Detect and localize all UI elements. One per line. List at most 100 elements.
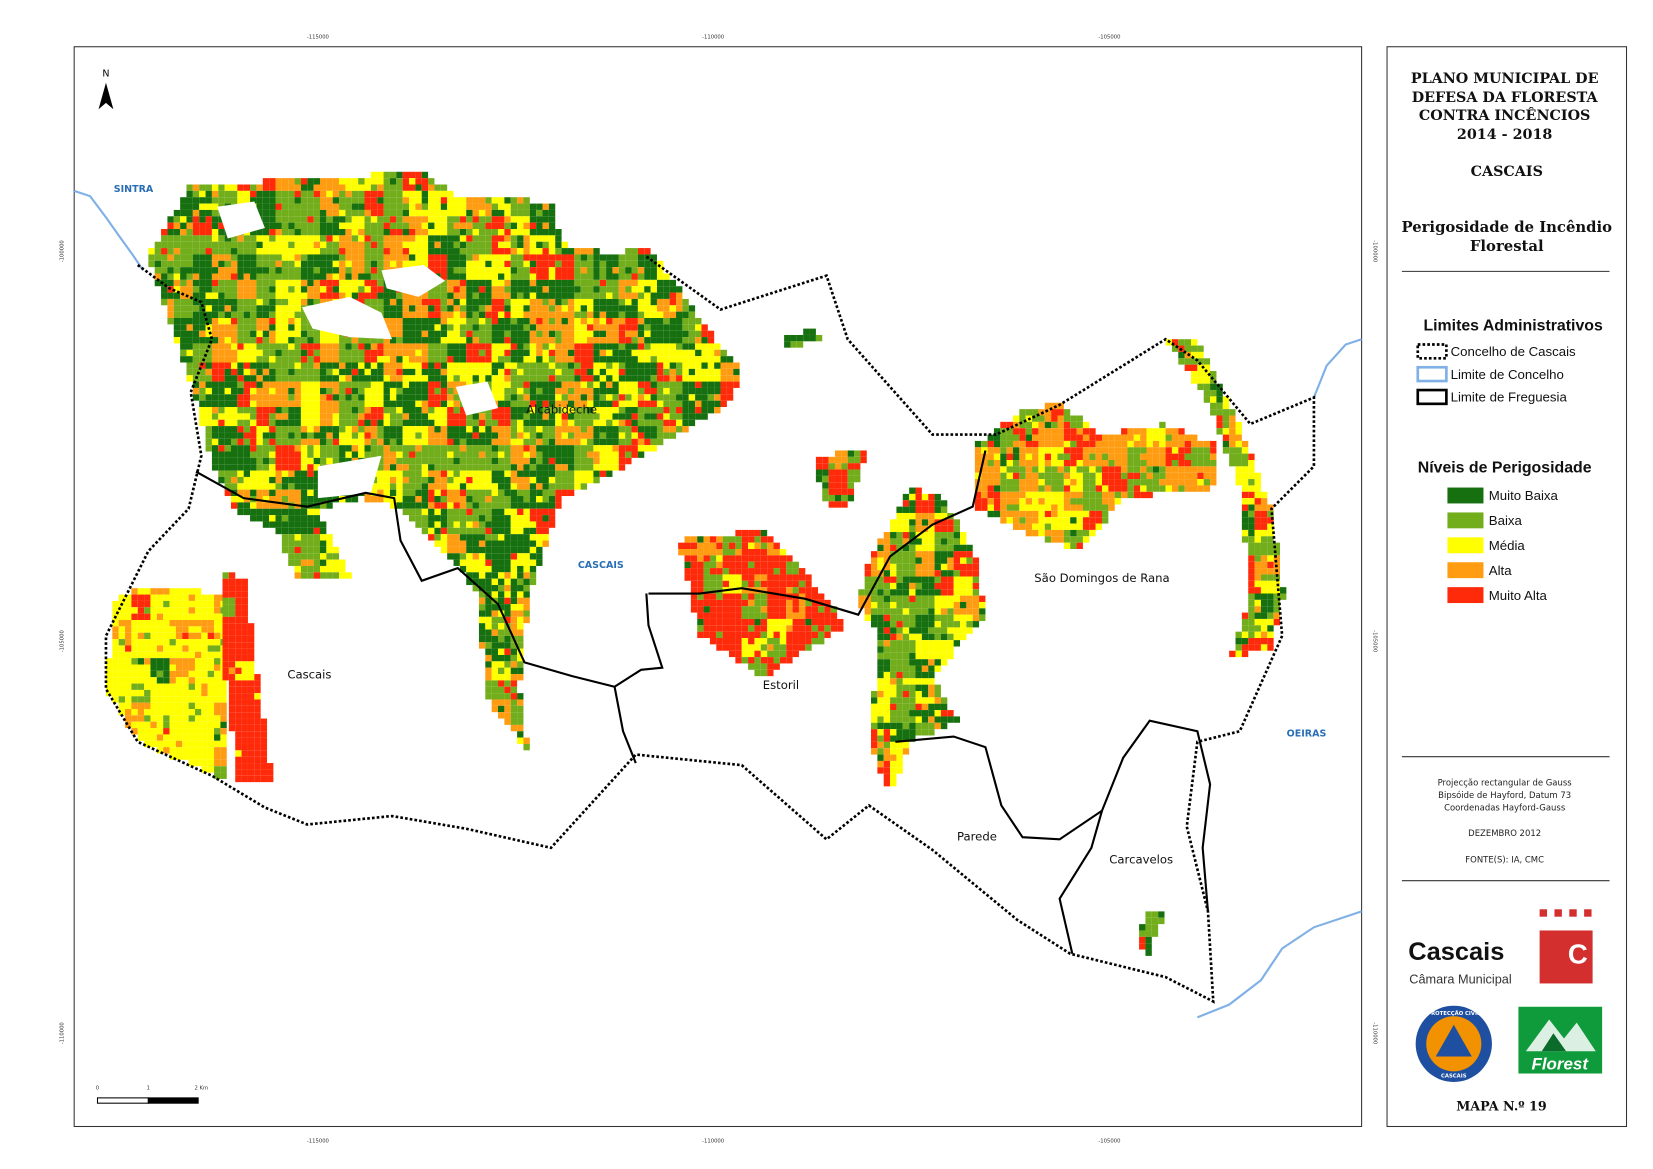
hazard-cell <box>313 432 321 439</box>
hazard-cell <box>112 607 119 614</box>
hazard-cell <box>421 521 429 528</box>
hazard-cell <box>663 407 670 414</box>
hazard-cell <box>275 209 282 217</box>
hazard-cell <box>307 343 314 350</box>
hazard-cell <box>156 670 164 678</box>
hazard-cell <box>767 568 774 575</box>
hazard-cell <box>275 451 282 458</box>
hazard-cell <box>669 349 677 357</box>
hazard-cell <box>262 381 270 388</box>
hazard-cell <box>294 305 301 312</box>
hazard-cell <box>243 368 251 376</box>
hazard-cell <box>288 324 295 331</box>
hazard-cell <box>498 693 505 700</box>
hazard-cell <box>663 273 670 280</box>
hazard-cell <box>131 588 138 595</box>
hazard-cell <box>517 457 524 465</box>
hazard-cell <box>447 254 454 261</box>
hazard-cell <box>428 248 435 255</box>
hazard-cell <box>510 216 518 223</box>
hazard-cell <box>339 457 346 465</box>
hazard-cell <box>228 686 236 694</box>
hazard-cell <box>485 343 492 350</box>
hazard-cell <box>517 699 524 706</box>
hazard-cell <box>267 769 274 776</box>
hazard-cell <box>307 496 314 503</box>
hazard-cell <box>523 292 530 299</box>
hazard-cell <box>237 273 244 280</box>
hazard-cell <box>466 197 473 204</box>
hazard-cell <box>256 318 263 325</box>
hazard-cell <box>491 693 499 700</box>
hazard-cell <box>180 292 187 299</box>
hazard-cell <box>504 324 511 331</box>
hazard-cell <box>517 368 524 376</box>
hazard-cell <box>313 381 321 388</box>
hazard-cell <box>224 489 231 497</box>
hazard-cell <box>548 330 556 338</box>
hazard-cell <box>656 330 664 338</box>
hazard-cell <box>428 413 435 420</box>
hazard-cell <box>294 553 301 560</box>
hazard-cell <box>434 489 441 497</box>
hazard-cell <box>125 607 132 614</box>
hazard-cell <box>593 464 600 471</box>
hazard-cell <box>300 413 308 420</box>
hazard-cell <box>351 292 359 299</box>
hazard-cell <box>250 400 257 408</box>
hazard-cell <box>339 216 346 223</box>
hazard-cell <box>351 273 359 280</box>
hazard-cell <box>222 572 229 579</box>
hazard-cell <box>256 362 263 369</box>
hazard-cell <box>421 362 429 369</box>
hazard-cell <box>510 254 518 261</box>
hazard-cell <box>440 502 448 509</box>
hazard-cell <box>389 178 397 185</box>
hazard-cell <box>529 203 537 210</box>
hazard-cell <box>612 286 619 293</box>
hazard-cell <box>625 343 632 350</box>
hazard-cell <box>281 273 289 280</box>
hazard-cell <box>154 248 162 255</box>
hazard-cell <box>459 349 467 357</box>
hazard-cell <box>262 508 270 516</box>
hazard-cell <box>536 426 543 433</box>
hazard-cell <box>498 267 505 274</box>
hazard-cell <box>180 286 187 293</box>
hazard-cell <box>709 587 717 594</box>
hazard-cell <box>332 222 340 229</box>
hazard-cell <box>201 696 208 703</box>
hazard-cell <box>580 394 588 401</box>
hazard-cell <box>517 597 524 605</box>
hazard-cell <box>118 594 126 601</box>
hazard-cell <box>707 330 715 338</box>
hazard-cell <box>574 254 581 261</box>
hazard-cell <box>593 305 600 312</box>
hazard-cell <box>459 451 467 458</box>
hazard-cell <box>396 178 403 185</box>
hazard-cell <box>720 362 727 369</box>
hazard-cell <box>676 318 683 325</box>
hazard-cell <box>175 734 183 741</box>
hazard-cell <box>466 527 473 535</box>
hazard-cell <box>358 235 365 242</box>
hazard-cell <box>358 267 365 274</box>
hazard-cell <box>186 184 193 191</box>
hazard-cell <box>294 190 301 198</box>
hazard-cell <box>186 318 193 325</box>
hazard-cell <box>529 279 537 287</box>
hazard-cell <box>428 197 435 204</box>
hazard-cell <box>205 248 212 255</box>
hazard-cell <box>294 464 301 471</box>
hazard-cell <box>326 241 333 249</box>
hazard-cell <box>351 375 359 382</box>
hazard-cell <box>485 693 492 700</box>
hazard-cell <box>294 565 301 573</box>
hazard-cell <box>773 574 780 581</box>
hazard-cell <box>453 470 460 477</box>
hazard-cell <box>472 216 479 223</box>
hazard-cell <box>332 432 340 439</box>
hazard-cell <box>275 381 282 388</box>
hazard-cell <box>156 651 164 659</box>
hazard-cell <box>224 318 231 325</box>
